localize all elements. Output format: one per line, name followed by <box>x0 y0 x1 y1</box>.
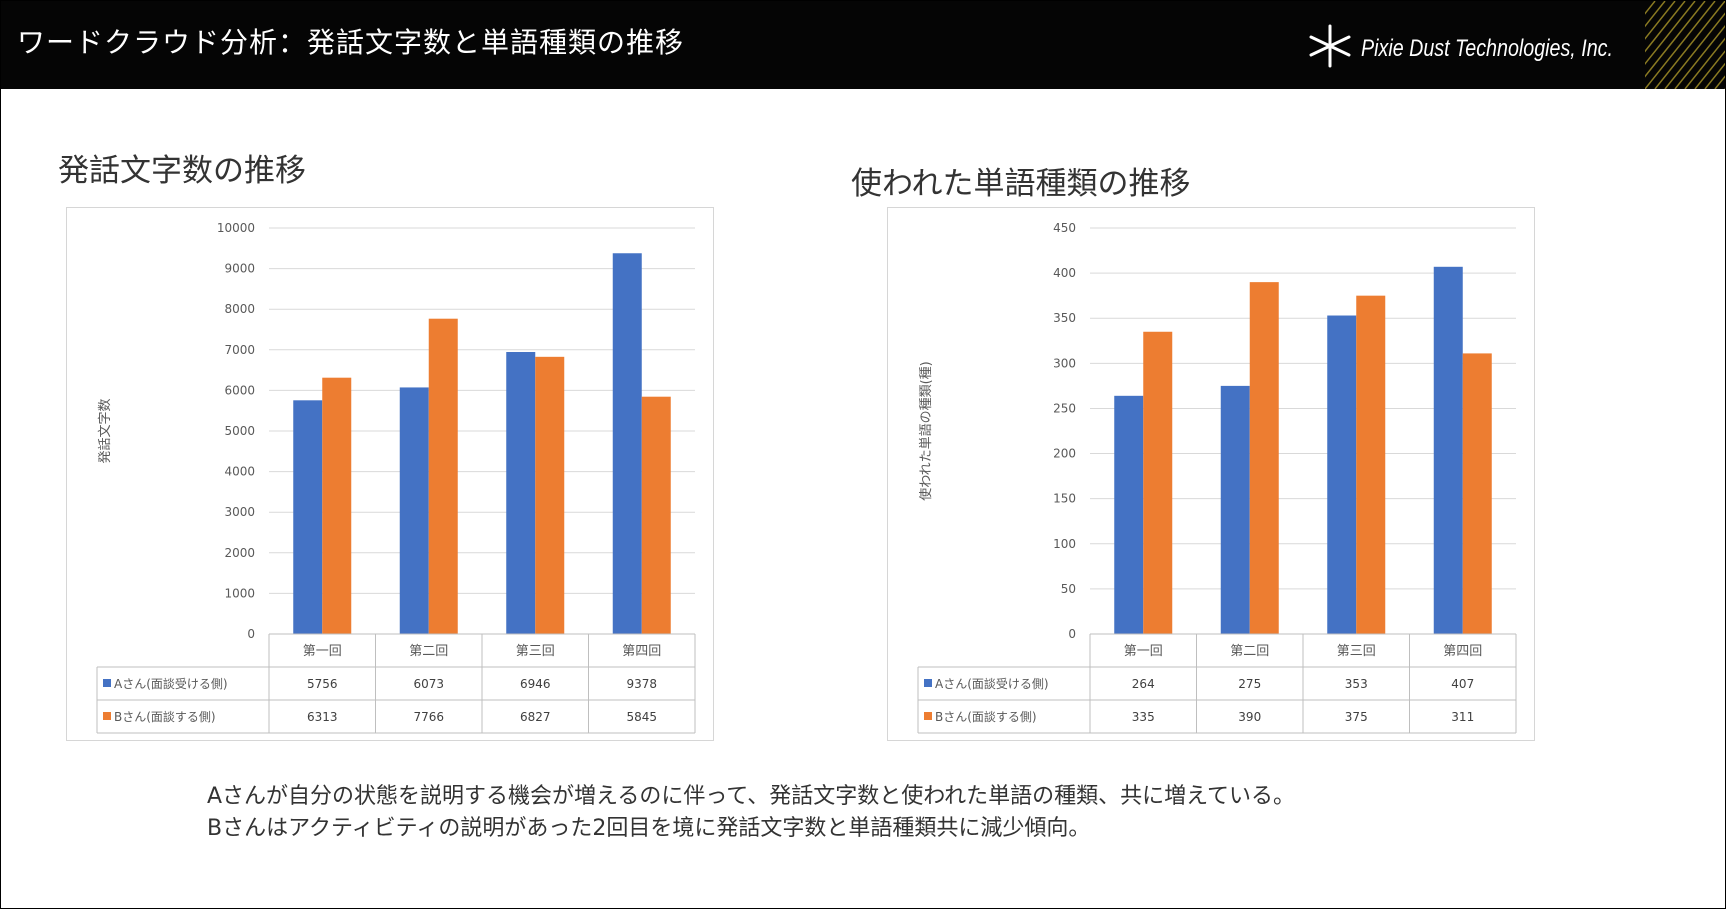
data-label: 5756 <box>307 677 338 691</box>
bar-a <box>612 253 642 634</box>
bar-b <box>1249 282 1279 634</box>
y-tick-label: 250 <box>1053 401 1076 415</box>
bar-b <box>1462 353 1492 634</box>
series-name: Bさん(面談する側) <box>114 709 216 724</box>
slide-title: ワードクラウド分析：発話文字数と単語種類の推移 <box>17 26 685 59</box>
y-tick-label: 8000 <box>224 302 255 316</box>
note-line-2: Bさんはアクティビティの説明があった2回目を境に発話文字数と単語種類共に減少傾向… <box>207 816 1091 841</box>
data-label: 390 <box>1238 710 1261 724</box>
data-label: 353 <box>1345 677 1368 691</box>
chart-word-types-svg: 0 50 100 150 200 250 300 350 400 450 使われた単語の種類(種) 第… <box>917 221 1517 734</box>
bar-a <box>1327 315 1357 634</box>
bar-a <box>1433 266 1463 634</box>
bar-a <box>1220 385 1250 634</box>
sparkle-icon <box>1309 24 1351 68</box>
company-logo: Pixie Dust Technologies, Inc. <box>1307 17 1647 68</box>
bar-a <box>293 400 323 634</box>
y-tick-label: 100 <box>1053 537 1076 551</box>
data-label: 6073 <box>413 677 444 691</box>
company-name: Pixie Dust Technologies, Inc. <box>1361 35 1613 62</box>
bar-b <box>1143 331 1173 634</box>
bar-a <box>506 351 536 634</box>
y-tick-label: 400 <box>1053 266 1076 280</box>
y-tick-label: 7000 <box>224 343 255 357</box>
category-label: 第四回 <box>622 644 661 659</box>
category-label: 第三回 <box>516 644 555 659</box>
y-tick-label: 10000 <box>217 221 255 235</box>
decorative-stripes <box>1645 1 1725 89</box>
y-tick-label: 450 <box>1053 221 1076 235</box>
chart-title-word-types: 使われた単語種類の推移 <box>851 166 1191 202</box>
data-label: 6313 <box>307 710 338 724</box>
y-tick-label: 2000 <box>224 546 255 560</box>
y-tick-label: 350 <box>1053 311 1076 325</box>
data-label: 6946 <box>520 677 551 691</box>
y-tick-label: 300 <box>1053 356 1076 370</box>
bar-a <box>1114 395 1144 634</box>
category-label: 第一回 <box>1124 644 1163 659</box>
category-label: 第二回 <box>409 644 448 659</box>
y-tick-label: 50 <box>1061 582 1076 596</box>
series-name: Bさん(面談する側) <box>935 709 1037 724</box>
legend-swatch <box>103 712 111 720</box>
bar-b <box>322 377 352 634</box>
data-label: 6827 <box>520 710 551 724</box>
legend-swatch <box>103 679 111 687</box>
series-name: Aさん(面談受ける側) <box>114 676 228 691</box>
y-tick-label: 4000 <box>224 465 255 479</box>
chart-word-types: 0 50 100 150 200 250 300 350 400 450 使われた単語の種類(種) 第… <box>887 207 1535 741</box>
chart-characters-svg: 0 1000 2000 3000 4000 5000 6000 7000 8000 9000 100… <box>96 221 696 734</box>
chart-characters: 0 1000 2000 3000 4000 5000 6000 7000 8000 9000 100… <box>66 207 714 741</box>
data-label: 5845 <box>626 710 657 724</box>
y-tick-label: 6000 <box>224 383 255 397</box>
data-label: 7766 <box>413 710 444 724</box>
y-tick-label: 9000 <box>224 262 255 276</box>
chart-title-characters: 発話文字数の推移 <box>58 153 306 189</box>
y-axis-title: 使われた単語の種類(種) <box>918 361 934 501</box>
y-tick-label: 150 <box>1053 492 1076 506</box>
data-label: 9378 <box>626 677 657 691</box>
bar-b <box>1356 295 1386 634</box>
bar-a <box>399 387 429 634</box>
category-label: 第二回 <box>1230 644 1269 659</box>
legend-swatch <box>924 679 932 687</box>
y-tick-label: 200 <box>1053 447 1076 461</box>
analysis-note: Aさんが自分の状態を説明する機会が増えるのに伴って、発話文字数と使われた単語の種… <box>207 781 1295 845</box>
data-label: 311 <box>1451 710 1474 724</box>
data-label: 264 <box>1132 677 1155 691</box>
y-tick-label: 0 <box>247 627 255 641</box>
series-name: Aさん(面談受ける側) <box>935 676 1049 691</box>
bar-b <box>428 318 458 634</box>
note-line-1: Aさんが自分の状態を説明する機会が増えるのに伴って、発話文字数と使われた単語の種… <box>207 784 1295 809</box>
data-label: 335 <box>1132 710 1155 724</box>
data-label: 375 <box>1345 710 1368 724</box>
bar-b <box>641 396 671 634</box>
data-label: 407 <box>1451 677 1474 691</box>
y-tick-label: 0 <box>1068 627 1076 641</box>
category-label: 第三回 <box>1337 644 1376 659</box>
y-tick-label: 1000 <box>224 586 255 600</box>
y-tick-label: 3000 <box>224 505 255 519</box>
y-axis-title: 発話文字数 <box>97 398 113 463</box>
header-bar: ワードクラウド分析：発話文字数と単語種類の推移 Pixie Dust Techn… <box>1 1 1725 89</box>
category-label: 第一回 <box>303 644 342 659</box>
category-label: 第四回 <box>1443 644 1482 659</box>
legend-swatch <box>924 712 932 720</box>
y-tick-label: 5000 <box>224 424 255 438</box>
bar-b <box>535 356 565 634</box>
data-label: 275 <box>1238 677 1261 691</box>
